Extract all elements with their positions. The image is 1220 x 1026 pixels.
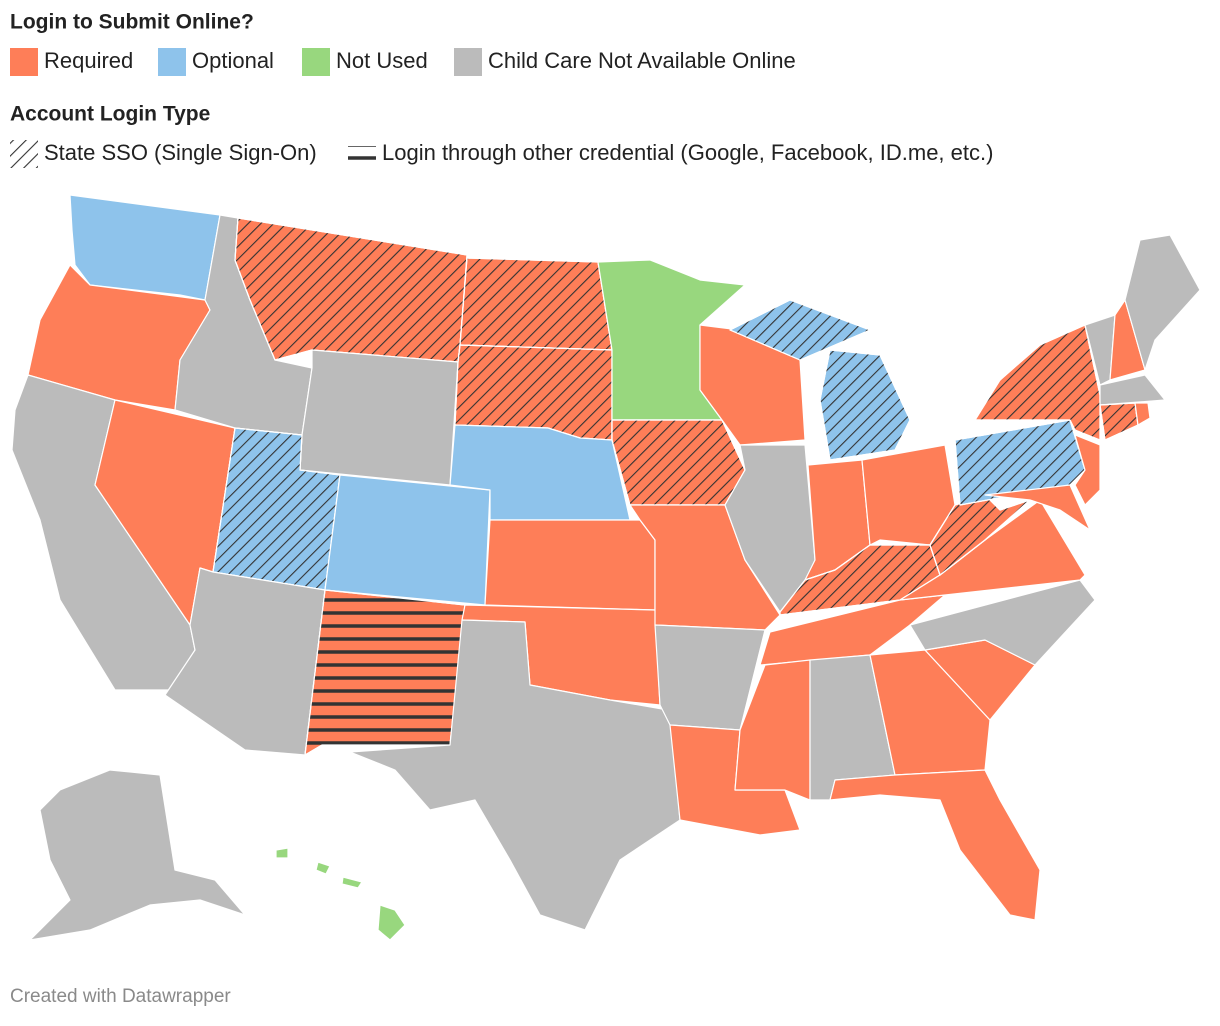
legend-title: Login to Submit Online? — [10, 11, 254, 34]
login-type-swatch — [348, 146, 376, 162]
state — [29, 769, 246, 941]
state-pattern — [954, 419, 1086, 506]
footer: Created with Datawrapper — [10, 986, 231, 1007]
state-pattern — [304, 589, 466, 756]
state-pattern — [729, 299, 871, 361]
state — [315, 861, 331, 875]
legend-label: Child Care Not Available Online — [488, 48, 796, 73]
state — [1124, 234, 1201, 371]
state — [1099, 374, 1166, 406]
login-type-title: Account Login Type — [10, 103, 210, 126]
state — [984, 484, 1091, 531]
legend-swatch — [10, 48, 38, 76]
state-pattern — [611, 419, 746, 506]
state-pattern — [819, 349, 911, 461]
state — [349, 619, 681, 931]
state — [1074, 434, 1101, 506]
state — [275, 847, 289, 859]
legend-swatch — [454, 48, 482, 76]
state — [1134, 402, 1151, 426]
state — [377, 904, 406, 941]
legend-label: Optional — [192, 48, 274, 73]
login-type-label: State SSO (Single Sign-On) — [44, 140, 317, 165]
state — [69, 194, 221, 301]
states — [11, 194, 1201, 941]
state — [341, 876, 363, 889]
legend-swatch — [158, 48, 186, 76]
legend-label: Not Used — [336, 48, 428, 73]
state — [869, 649, 991, 776]
state-pattern — [1099, 402, 1139, 441]
login-type-label: Login through other credential (Google, … — [382, 140, 993, 165]
state-pattern — [974, 324, 1101, 441]
state — [324, 474, 491, 606]
state-pattern — [234, 217, 468, 363]
legend-swatch — [302, 48, 330, 76]
state — [484, 519, 656, 611]
state — [829, 769, 1041, 921]
state — [299, 349, 459, 486]
state-pattern — [459, 257, 613, 351]
login-type-swatch — [10, 140, 38, 168]
legend-label: Required — [44, 48, 133, 73]
